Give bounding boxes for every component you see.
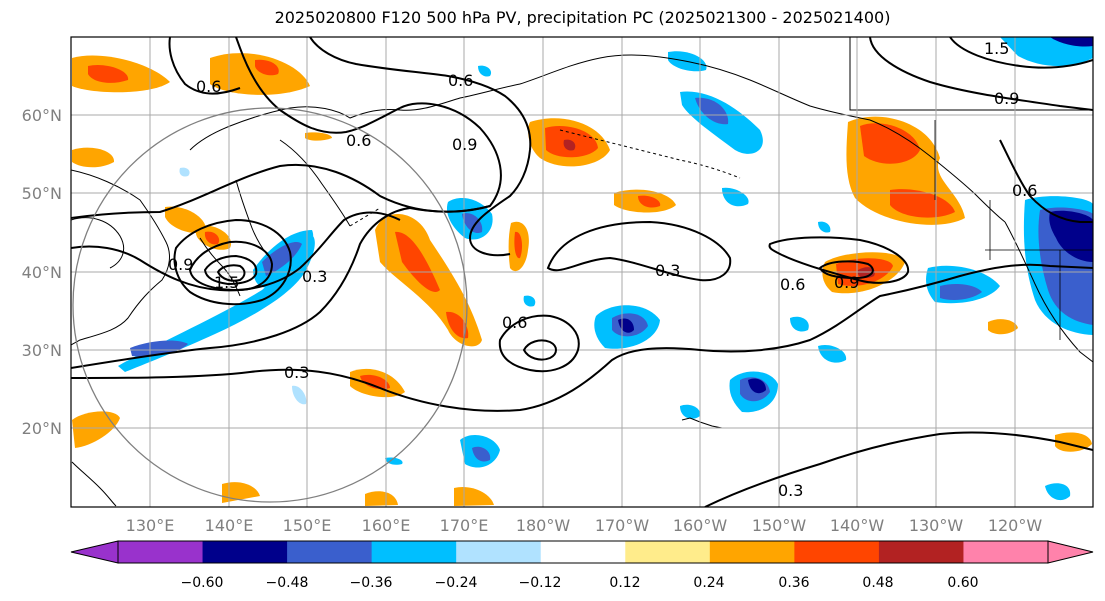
lat-tick-label: 60°N: [22, 106, 62, 125]
contour-label: 0.9: [994, 89, 1019, 108]
colorbar: −0.60 −0.48 −0.36 −0.24 −0.12 0.12 0.24 …: [70, 540, 1094, 591]
gridlines: [71, 37, 1093, 507]
lon-tick-label: 150°W: [752, 516, 807, 535]
lon-tick-label: 160°W: [673, 516, 728, 535]
lon-tick-label: 170°E: [440, 516, 489, 535]
contour-label: 0.3: [655, 261, 680, 280]
contour-label: 0.3: [284, 363, 309, 382]
map-plot-area: 0.6 0.6 0.6 0.9 0.9 1.5 0.3 0.3 0.6 0.3 …: [71, 37, 1093, 507]
colorbar-extend-left: [70, 540, 119, 564]
contour-label: 0.9: [452, 135, 477, 154]
contour-label: 0.6: [1012, 181, 1037, 200]
lon-tick-label: 130°E: [126, 516, 175, 535]
colorbar-segment: [963, 541, 1049, 563]
contour-label: 0.3: [302, 267, 327, 286]
lat-tick-label: 50°N: [22, 184, 62, 203]
lon-tick-label: 150°E: [283, 516, 332, 535]
colorbar-tick-label: 0.24: [693, 575, 724, 591]
colorbar-extend-right: [1047, 540, 1094, 564]
contour-label: 0.9: [168, 255, 193, 274]
lat-tick-label: 30°N: [22, 341, 62, 360]
colorbar-tick-label: 0.48: [862, 575, 893, 591]
colorbar-tick-label: −0.48: [266, 575, 309, 591]
map-frame: [70, 36, 1094, 508]
colorbar-segment: [287, 541, 373, 563]
lon-tick-label: 130°W: [909, 516, 964, 535]
colorbar-segment: [456, 541, 542, 563]
longitude-tick-labels: 130°E 140°E 150°E 160°E 170°E 180°W 170°…: [126, 516, 1043, 535]
map-title: 2025020800 F120 500 hPa PV, precipitatio…: [274, 8, 891, 27]
lon-tick-label: 180°W: [516, 516, 571, 535]
lon-tick-label: 140°W: [830, 516, 885, 535]
colorbar-tick-label: −0.24: [435, 575, 478, 591]
colorbar-tick-label: −0.60: [181, 575, 224, 591]
contour-label: 0.6: [502, 313, 527, 332]
colorbar-segment: [540, 541, 626, 563]
colorbar-tick-label: −0.36: [350, 575, 393, 591]
colorbar-segment: [625, 541, 711, 563]
contour-labels: 0.6 0.6 0.6 0.9 0.9 1.5 0.3 0.3 0.6 0.3 …: [168, 39, 1037, 500]
lat-tick-label: 40°N: [22, 263, 62, 282]
colorbar-frame: [117, 540, 1049, 564]
contour-label: 0.3: [778, 481, 803, 500]
colorbar-tick-label: 0.12: [609, 575, 640, 591]
contour-label: 0.9: [834, 273, 859, 292]
colorbar-tick-labels: −0.60 −0.48 −0.36 −0.24 −0.12 0.12 0.24 …: [181, 575, 979, 591]
colorbar-segment: [371, 541, 457, 563]
latitude-tick-labels: 60°N 50°N 40°N 30°N 20°N: [22, 106, 62, 438]
lat-tick-label: 20°N: [22, 419, 62, 438]
lon-tick-label: 120°W: [988, 516, 1043, 535]
colorbar-tick-label: 0.60: [947, 575, 978, 591]
radius-circle: [72, 107, 468, 503]
contour-label: 1.5: [214, 273, 239, 292]
contour-label: 1.5: [984, 39, 1009, 58]
colorbar-segment: [878, 541, 964, 563]
pv-contours: [71, 37, 1093, 507]
colorbar-segment: [202, 541, 288, 563]
contour-label: 0.6: [196, 77, 221, 96]
colorbar-tick-label: −0.12: [519, 575, 562, 591]
colorbar-segment: [794, 541, 880, 563]
lon-tick-label: 160°E: [362, 516, 411, 535]
contour-label: 0.6: [780, 275, 805, 294]
colorbar-tick-label: 0.36: [778, 575, 809, 591]
lon-tick-label: 140°E: [205, 516, 254, 535]
colorbar-segment: [118, 541, 204, 563]
coastlines: [71, 37, 1093, 507]
colorbar-segments: [70, 540, 1094, 564]
lon-tick-label: 170°W: [595, 516, 650, 535]
contour-label: 0.6: [346, 131, 371, 150]
contour-label: 0.6: [448, 71, 473, 90]
colorbar-segment: [709, 541, 795, 563]
